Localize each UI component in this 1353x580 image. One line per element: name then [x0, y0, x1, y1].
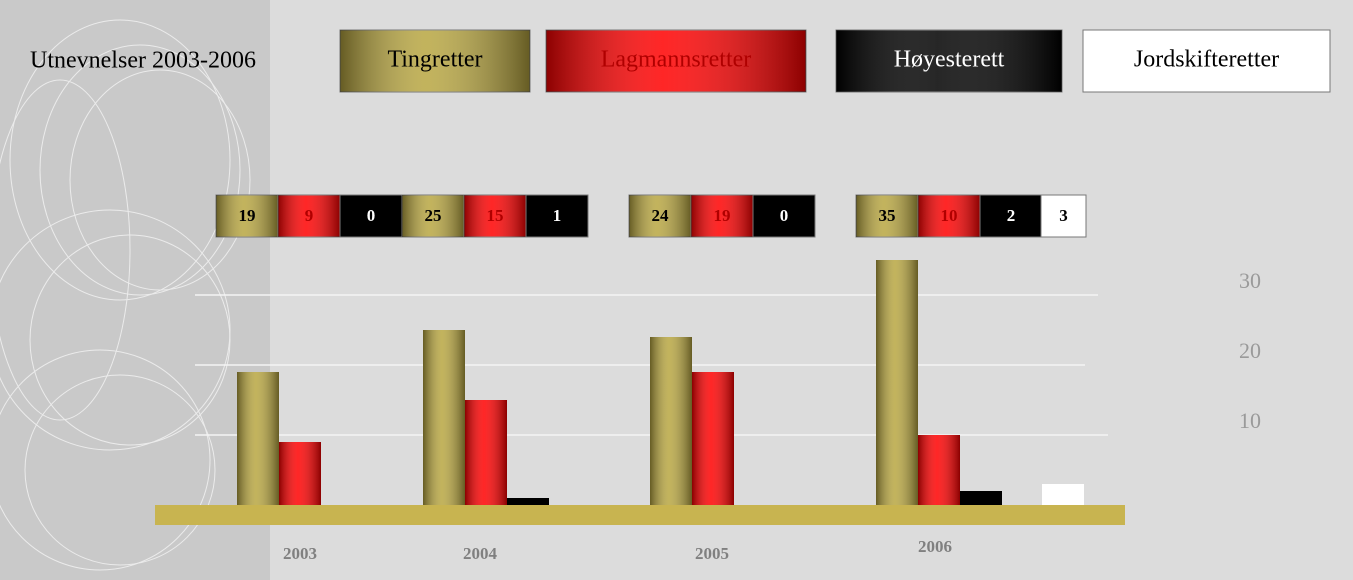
bar-shade — [423, 330, 465, 505]
value-label: 3 — [1059, 206, 1068, 225]
bar-shade — [918, 435, 960, 505]
bar-shade — [876, 260, 918, 505]
bar-shade — [650, 337, 692, 505]
x-tick-label: 2006 — [918, 537, 952, 556]
y-tick-label: 20 — [1239, 338, 1261, 363]
legend-label: Jordskifteretter — [1134, 47, 1279, 73]
bar-shade — [279, 442, 321, 505]
value-label: 25 — [425, 206, 442, 225]
bar-shade — [465, 400, 507, 505]
value-label: 35 — [879, 206, 896, 225]
bar-shade — [237, 372, 279, 505]
bar-shade — [692, 372, 734, 505]
x-tick-label: 2004 — [463, 544, 498, 563]
value-label: 2 — [1007, 206, 1016, 225]
y-tick-label: 10 — [1239, 408, 1261, 433]
value-label: 24 — [652, 206, 670, 225]
y-tick-label: 30 — [1239, 268, 1261, 293]
value-label: 0 — [367, 206, 376, 225]
value-label: 15 — [487, 206, 504, 225]
x-tick-label: 2005 — [695, 544, 729, 563]
chart: Utnevnelser 2003-2006 Tingretter Lagmanns… — [0, 0, 1353, 580]
value-label: 9 — [305, 206, 314, 225]
bar — [960, 491, 1002, 505]
legend-label: Høyesterett — [894, 47, 1005, 73]
base-plate — [155, 505, 1125, 525]
value-label: 1 — [553, 206, 562, 225]
value-label: 19 — [239, 206, 256, 225]
legend-label: Lagmannsretter — [601, 47, 752, 73]
value-label: 10 — [941, 206, 958, 225]
x-tick-label: 2003 — [283, 544, 317, 563]
value-label: 19 — [714, 206, 731, 225]
bar — [507, 498, 549, 505]
legend-label: Tingretter — [387, 47, 482, 73]
chart-title: Utnevnelser 2003-2006 — [30, 48, 256, 74]
value-label: 0 — [780, 206, 789, 225]
bar — [1042, 484, 1084, 505]
